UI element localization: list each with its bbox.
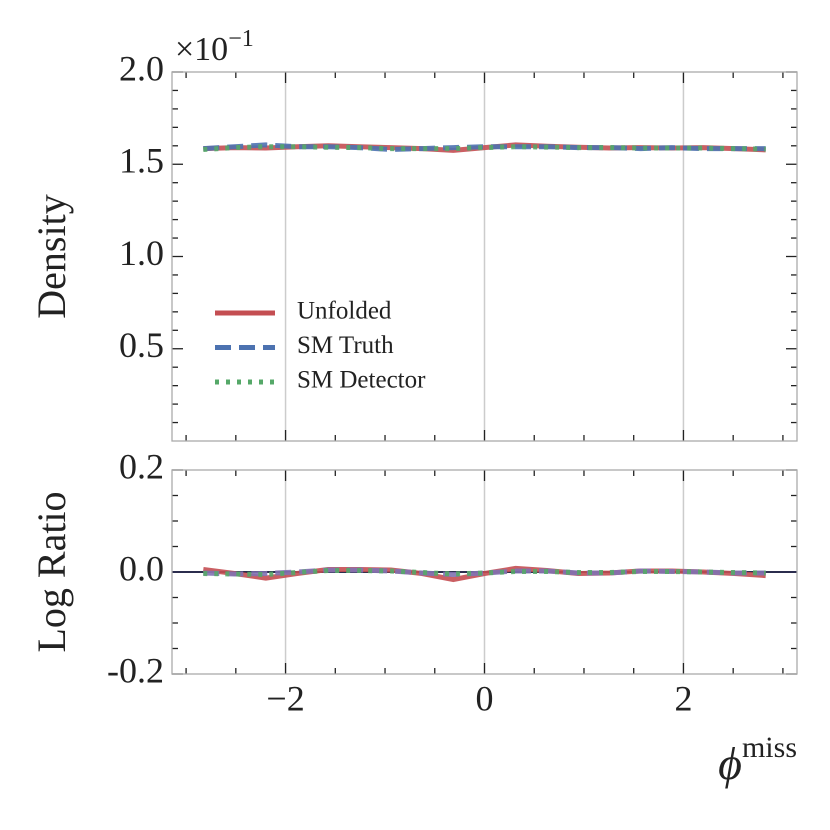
x-tick-label: 2 [674,678,692,718]
offset-exponent: −1 [228,26,254,52]
y-tick-label: 1.0 [119,233,164,273]
y-tick-label: 0.0 [119,548,164,588]
offset-base: ×10 [175,31,228,68]
data-line [203,567,766,577]
plot-frame [171,71,798,442]
legend-label: SM Detector [297,367,426,394]
plot-frame [171,469,798,675]
x-label-symbol: ϕ [718,738,742,789]
y-tick-label: 2.0 [119,48,164,88]
x-axis-label: ϕmiss [718,731,797,789]
x-tick-label: 0 [476,678,494,718]
legend-label: SM Truth [297,332,394,359]
y-axis-label: Density [29,194,74,318]
y-tick-label: 1.5 [119,141,164,181]
y-tick-label: -0.2 [107,650,164,690]
legend-label: Unfolded [297,298,392,325]
y-tick-label: 0.5 [119,325,164,365]
y-axis-label: Log Ratio [29,491,74,652]
y-tick-label: 0.2 [119,446,164,486]
x-label-superscript: miss [742,731,797,764]
offset-text: ×10−1 [175,26,254,68]
data-line [203,142,766,152]
x-tick-label: −2 [266,678,304,718]
